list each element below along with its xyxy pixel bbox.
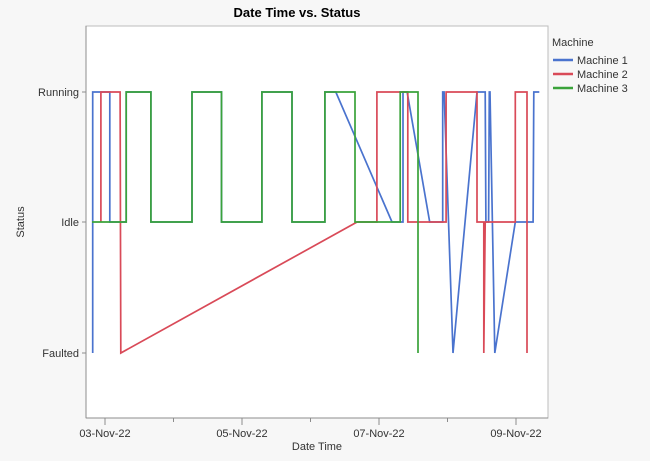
x-tick-label: 03-Nov-22 <box>79 428 130 440</box>
y-tick-label-idle: Idle <box>61 217 79 229</box>
legend-item-label: Machine 3 <box>577 83 628 95</box>
legend: Machine Machine 1 Machine 2 Machine 3 <box>552 37 628 95</box>
legend-item-label: Machine 1 <box>577 55 628 67</box>
x-tick-label: 09-Nov-22 <box>490 428 541 440</box>
y-tick-label-running: Running <box>38 87 79 99</box>
legend-item-machine-1[interactable]: Machine 1 <box>553 55 628 67</box>
series-machine-2[interactable] <box>100 91 528 355</box>
legend-item-machine-2[interactable]: Machine 2 <box>553 69 628 81</box>
series-machine-3[interactable] <box>92 91 419 353</box>
legend-item-label: Machine 2 <box>577 69 628 81</box>
x-tick-label: 05-Nov-22 <box>216 428 267 440</box>
x-tick-label: 07-Nov-22 <box>353 428 404 440</box>
legend-items: Machine 1 Machine 2 Machine 3 <box>553 55 628 95</box>
legend-item-machine-3[interactable]: Machine 3 <box>553 83 628 95</box>
y-tick-label-faulted: Faulted <box>42 348 79 360</box>
series-group <box>91 91 540 355</box>
legend-title: Machine <box>552 37 594 49</box>
chart-title: Date Time vs. Status <box>234 5 361 20</box>
x-axis-ticks: 03-Nov-22 05-Nov-22 07-Nov-22 09-Nov-22 <box>79 418 542 440</box>
x-axis-title: Date Time <box>292 441 342 453</box>
y-axis-title: Status <box>15 206 27 238</box>
y-axis-ticks: Running Idle Faulted <box>38 87 86 360</box>
